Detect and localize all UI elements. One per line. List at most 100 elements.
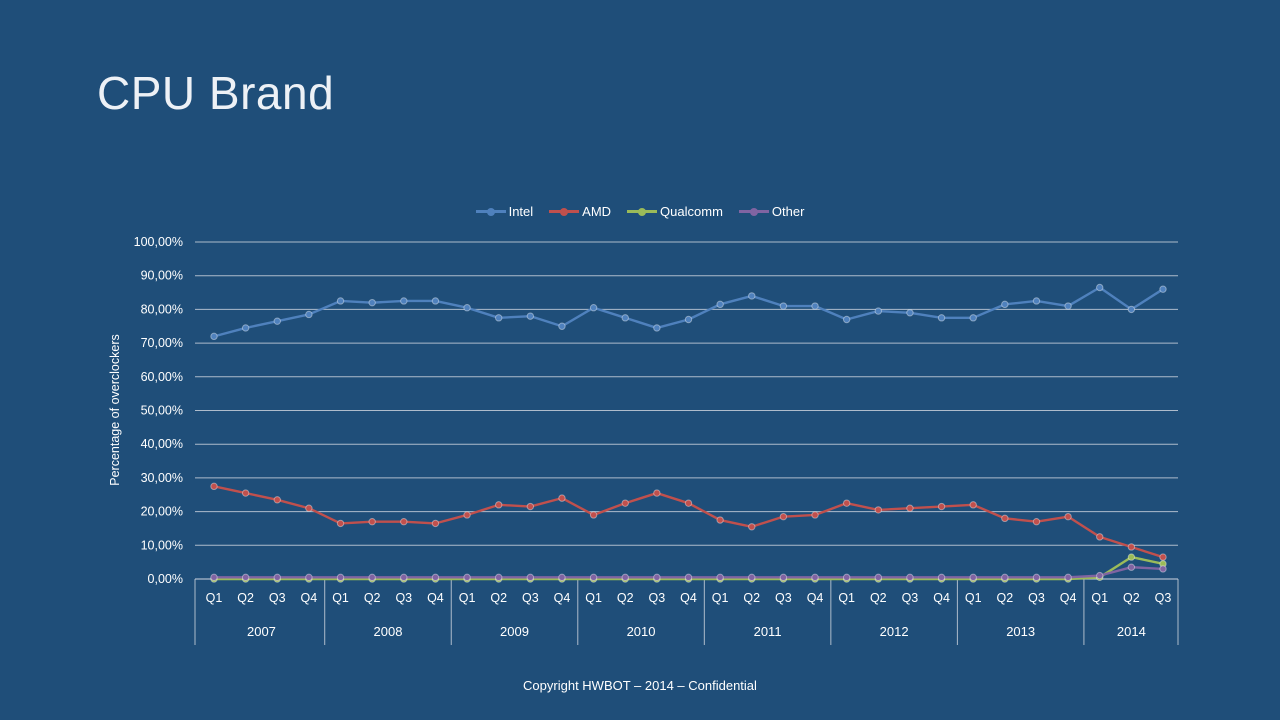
x-tick-label: Q4 [301,591,318,605]
series-marker-intel [842,315,851,324]
series-marker-intel [1032,297,1041,305]
series-marker-other [811,573,819,582]
series-marker-other [241,573,250,582]
series-marker-other [558,573,566,582]
series-marker-intel [811,302,819,310]
series-marker-amd [273,496,281,504]
legend-line-marker-intel [475,207,506,216]
series-marker-other [906,573,914,582]
x-tick-label: Q1 [838,591,855,605]
series-marker-other [495,573,503,582]
legend-item-intel: Intel [475,204,533,219]
x-tick-label: Q4 [680,591,697,605]
x-tick-label: Q1 [585,591,602,605]
series-marker-intel [463,304,471,312]
series-marker-other [431,573,440,582]
y-tick-label: 10,00% [141,538,183,552]
series-marker-other [842,573,851,582]
series-marker-other [305,573,313,582]
legend-item-amd: AMD [549,204,611,219]
legend-label-amd: AMD [582,204,612,219]
x-tick-label: Q3 [902,591,919,605]
series-marker-amd [431,519,440,528]
series-marker-other [526,573,535,582]
x-tick-label: Q3 [775,591,792,605]
legend-dot-intel [486,207,495,216]
x-tick-label: Q3 [522,591,539,605]
series-marker-amd [210,482,218,491]
series-marker-intel [621,314,629,322]
series-marker-qualcomm [1127,553,1136,561]
x-tick-label: Q2 [490,591,507,605]
legend-line-marker-amd [549,207,580,216]
y-tick-label: 60,00% [141,370,183,384]
series-marker-intel [748,292,756,300]
series-marker-intel [589,304,598,312]
legend-dot-qualcomm [638,207,647,216]
legend-dot-amd [560,207,569,216]
series-marker-intel [684,315,693,324]
series-line-amd [212,485,1165,559]
series-marker-intel [558,322,566,330]
series-marker-other [336,573,345,582]
series-marker-other [400,573,408,582]
x-tick-label: Q1 [459,591,476,605]
x-tick-label: Q4 [554,591,571,605]
series-marker-amd [463,511,471,519]
year-label: 2010 [627,624,656,639]
legend-label-qualcomm: Qualcomm [660,204,723,219]
legend-line-marker-qualcomm [627,207,658,216]
x-tick-label: Q4 [1060,591,1077,605]
year-label: 2013 [1006,624,1035,639]
series-marker-other [1032,573,1041,582]
series-marker-amd [811,511,819,519]
year-label: 2007 [247,624,276,639]
y-axis-title: Percentage of overclockers [108,334,122,486]
series-marker-amd [589,511,598,519]
series-marker-amd [305,504,313,512]
x-tick-label: Q4 [933,591,950,605]
series-marker-other [368,573,376,582]
series-marker-amd [874,506,882,514]
year-label: 2012 [880,624,909,639]
y-tick-label: 80,00% [141,302,183,316]
x-tick-label: Q3 [269,591,286,605]
series-marker-intel [431,297,440,305]
y-tick-label: 20,00% [141,505,183,519]
series-marker-amd [368,518,376,526]
series-marker-intel [241,324,250,332]
series-marker-amd [400,518,408,526]
series-marker-intel [779,302,788,310]
series-marker-other [1064,573,1072,582]
series-marker-amd [621,499,629,507]
series-marker-other [748,573,756,582]
series-marker-intel [906,309,914,317]
legend-item-qualcomm: Qualcomm [627,204,723,219]
x-tick-label: Q1 [332,591,349,605]
series-marker-amd [842,499,851,507]
x-tick-label: Q2 [617,591,634,605]
legend-label-other: Other [771,204,805,219]
series-marker-intel [1127,305,1136,314]
x-tick-label: Q3 [1155,591,1172,605]
series-marker-amd [779,512,788,521]
x-tick-label: Q2 [1123,591,1140,605]
series-marker-amd [937,502,946,511]
series-marker-intel [653,324,661,332]
series-marker-amd [1001,514,1009,523]
y-tick-label: 70,00% [141,336,183,350]
y-tick-label: 30,00% [141,471,183,485]
series-marker-other [1001,573,1009,582]
legend-line-marker-other [738,207,769,216]
x-tick-label: Q2 [996,591,1013,605]
series-marker-intel [495,314,503,322]
series-marker-intel [937,314,946,322]
x-tick-label: Q1 [712,591,729,605]
series-marker-other [716,573,724,582]
x-tick-label: Q2 [743,591,760,605]
series-marker-other [210,573,218,582]
y-tick-label: 40,00% [141,437,183,451]
series-marker-other [1159,565,1167,573]
series-marker-amd [1096,533,1104,541]
